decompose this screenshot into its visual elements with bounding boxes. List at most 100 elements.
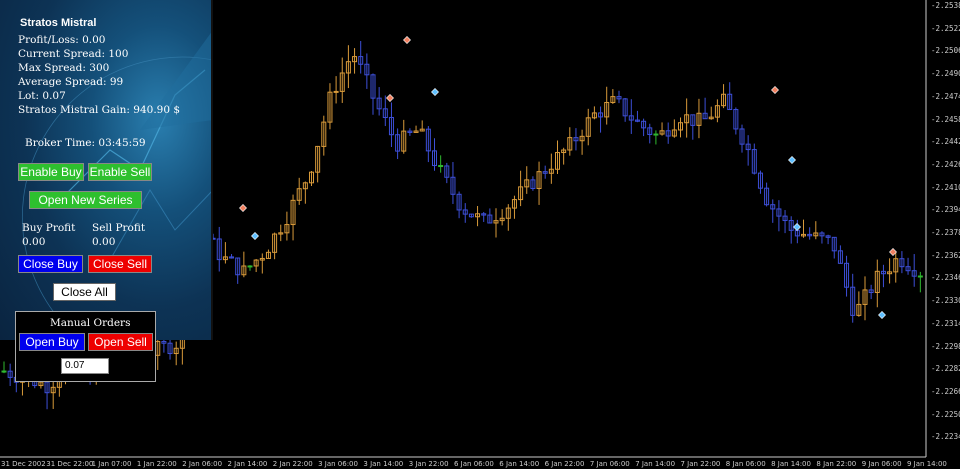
candle-body xyxy=(444,165,450,178)
candle-body xyxy=(518,186,524,201)
time-label: 8 Jan 14:00 xyxy=(771,460,811,468)
price-label: -2.22820 xyxy=(931,364,960,374)
close-all-button[interactable]: Close All xyxy=(53,283,116,301)
time-label: 9 Jan 14:00 xyxy=(907,460,947,468)
candle-body xyxy=(253,259,259,267)
candle-body xyxy=(296,188,302,201)
time-label: 7 Jan 22:00 xyxy=(680,460,721,468)
time-label: 8 Jan 06:00 xyxy=(725,460,766,468)
candle-body xyxy=(530,179,536,190)
candle-body xyxy=(579,135,585,142)
candle-body xyxy=(751,149,757,174)
candle-body xyxy=(438,165,444,168)
price-label: -2.24580 xyxy=(931,114,960,124)
candle-body xyxy=(856,303,862,316)
candle-body xyxy=(807,233,813,237)
trade-marker xyxy=(788,156,796,164)
candle-body xyxy=(284,224,290,234)
price-label: -2.23460 xyxy=(931,273,960,283)
candle-body xyxy=(665,130,671,137)
candle-body xyxy=(481,213,487,216)
candle-body xyxy=(401,130,407,152)
time-label: 1 Jan 22:00 xyxy=(136,460,177,468)
candle-body xyxy=(850,286,856,316)
candle-body xyxy=(684,114,690,124)
candle-body xyxy=(536,171,542,190)
candle-body xyxy=(893,258,899,273)
candle-body xyxy=(161,340,167,344)
candle-body xyxy=(739,128,745,145)
average-spread: Average Spread: 99 xyxy=(18,76,124,88)
candle-body xyxy=(622,98,628,117)
candle-body xyxy=(911,270,917,277)
candle-body xyxy=(764,187,770,206)
open-buy-button[interactable]: Open Buy xyxy=(19,333,85,351)
candle-body xyxy=(1,370,7,373)
price-label: -2.23140 xyxy=(931,318,960,328)
time-label: 6 Jan 22:00 xyxy=(544,460,585,468)
trade-marker xyxy=(889,248,897,256)
open-sell-button[interactable]: Open Sell xyxy=(88,333,153,351)
candle-body xyxy=(905,266,911,272)
sell-profit-value: 0.00 xyxy=(92,236,116,248)
candle-body xyxy=(604,101,610,118)
price-label: -2.22500 xyxy=(931,409,960,419)
candle-body xyxy=(302,182,308,190)
lot-input[interactable]: 0.07 xyxy=(61,358,109,374)
candle-body xyxy=(388,116,394,136)
time-label: 6 Jan 14:00 xyxy=(499,460,540,468)
enable-buy-button[interactable]: Enable Buy xyxy=(18,163,84,181)
candle-body xyxy=(487,214,493,224)
candle-body xyxy=(813,232,819,237)
candle-body xyxy=(899,258,905,268)
candle-body xyxy=(708,116,714,120)
candle-body xyxy=(7,370,13,378)
candle-body xyxy=(825,235,831,238)
candle-body xyxy=(382,108,388,118)
candle-body xyxy=(376,97,382,110)
candle-body xyxy=(44,381,50,394)
candle-body xyxy=(413,130,419,133)
candle-body xyxy=(352,56,358,63)
time-label: 3 Jan 22:00 xyxy=(408,460,449,468)
lot-size: Lot: 0.07 xyxy=(18,90,66,102)
broker-time: Broker Time: 03:45:59 xyxy=(25,137,146,149)
candle-body xyxy=(216,238,222,261)
candle-body xyxy=(647,127,653,135)
candle-body xyxy=(837,250,843,264)
candle-body xyxy=(370,74,376,99)
candle-body xyxy=(696,112,702,126)
candle-body xyxy=(309,171,314,184)
time-label: 6 Jan 06:00 xyxy=(454,460,494,468)
trade-marker xyxy=(251,232,259,240)
close-buy-button[interactable]: Close Buy xyxy=(18,255,83,273)
time-label: 2 Jan 06:00 xyxy=(182,460,223,468)
current-spread: Current Spread: 100 xyxy=(18,48,129,60)
candle-body xyxy=(844,262,850,288)
sell-profit-label: Sell Profit xyxy=(92,222,146,234)
candle-body xyxy=(229,256,235,259)
time-label: 31 Dec 22:00 xyxy=(46,460,94,468)
trade-marker xyxy=(386,94,394,102)
close-sell-button[interactable]: Close Sell xyxy=(88,255,152,273)
buy-profit-label: Buy Profit xyxy=(22,222,76,234)
candle-body xyxy=(38,381,44,387)
enable-sell-button[interactable]: Enable Sell xyxy=(88,163,152,181)
candle-body xyxy=(591,112,597,119)
candle-body xyxy=(499,217,505,222)
trade-marker xyxy=(771,86,779,94)
price-label: -2.24100 xyxy=(931,182,960,192)
candle-body xyxy=(321,121,327,147)
candle-body xyxy=(327,91,333,123)
price-label: -2.25220 xyxy=(931,23,960,33)
price-label: -2.23780 xyxy=(931,228,960,237)
candle-body xyxy=(628,115,634,121)
candle-body xyxy=(610,96,616,103)
candle-body xyxy=(511,199,517,209)
price-label: -2.24420 xyxy=(931,137,960,147)
candle-body xyxy=(831,236,837,252)
open-new-series-button[interactable]: Open New Series xyxy=(29,191,142,209)
candle-body xyxy=(874,270,880,293)
price-label: -2.22980 xyxy=(931,341,960,351)
candle-body xyxy=(819,232,825,237)
